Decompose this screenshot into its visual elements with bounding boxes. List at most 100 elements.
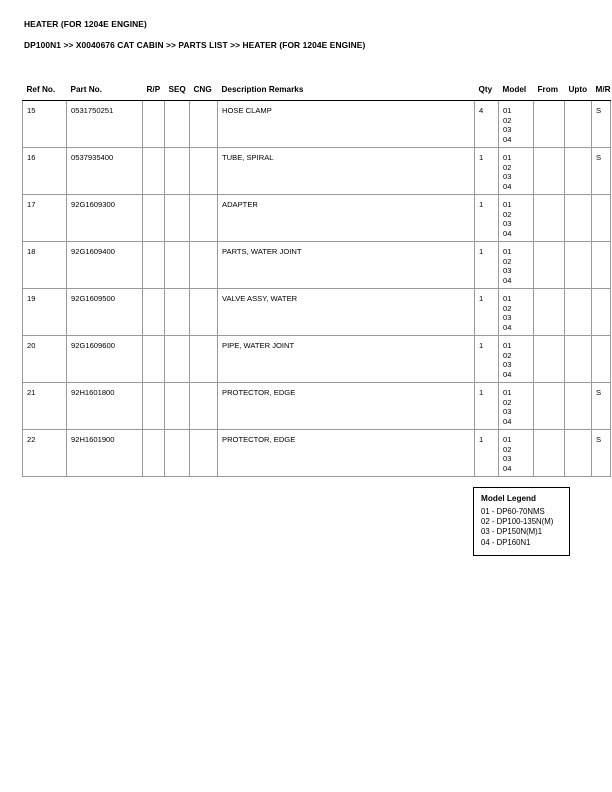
cell-seq xyxy=(164,241,190,289)
cell-ref-no: 21 xyxy=(22,382,67,430)
cell-part-no: 0537935400 xyxy=(66,147,143,195)
cell-seq xyxy=(164,335,190,383)
model-code: 01 xyxy=(503,341,512,350)
cell-ref-no: 19 xyxy=(22,288,67,336)
cell-cng xyxy=(189,194,218,242)
cell-qty: 1 xyxy=(474,241,499,289)
cell-from xyxy=(533,429,565,477)
cell-mr xyxy=(591,288,611,336)
cell-qty: 1 xyxy=(474,147,499,195)
model-code: 04 xyxy=(503,322,512,332)
cell-model: 01 02 03 04 xyxy=(498,194,534,242)
column-header-from: From xyxy=(533,85,565,101)
cell-cng xyxy=(189,241,218,289)
cell-model: 01 02 03 04 xyxy=(498,100,534,148)
model-legend-title: Model Legend xyxy=(481,494,537,503)
cell-seq xyxy=(164,288,190,336)
cell-description: PIPE, WATER JOINT xyxy=(217,335,475,383)
cell-model: 01 02 03 04 xyxy=(498,241,534,289)
cell-rp xyxy=(142,194,165,242)
column-header-mr: M/R xyxy=(591,85,611,101)
cell-part-no: 92G1609400 xyxy=(66,241,143,289)
page-title: HEATER (FOR 1204E ENGINE) xyxy=(24,19,147,29)
cell-rp xyxy=(142,100,165,148)
cell-from xyxy=(533,288,565,336)
cell-description: HOSE CLAMP xyxy=(217,100,475,148)
model-legend-entries: 01 - DP60-70NMS 02 - DP100-135N(M) 03 - DP… xyxy=(481,507,562,548)
cell-upto xyxy=(564,288,592,336)
model-code: 03 xyxy=(503,125,512,135)
cell-seq xyxy=(164,100,190,148)
model-code: 02 xyxy=(503,444,512,454)
breadcrumb: DP100N1 >> X0040676 CAT CABIN >> PARTS L… xyxy=(24,40,366,50)
cell-seq xyxy=(164,147,190,195)
cell-seq xyxy=(164,382,190,430)
table-header-row: Ref No. Part No. R/P SEQ CNG Description… xyxy=(22,85,611,101)
cell-upto xyxy=(564,147,592,195)
cell-mr xyxy=(591,241,611,289)
model-code: 02 xyxy=(503,162,512,172)
cell-mr xyxy=(591,335,611,383)
cell-description: VALVE ASSY, WATER xyxy=(217,288,475,336)
column-header-upto: Upto xyxy=(564,85,592,101)
table-row: 22 92H1601900 PROTECTOR, EDGE 1 01 02 03 04 S xyxy=(22,429,611,477)
cell-description: PROTECTOR, EDGE xyxy=(217,382,475,430)
model-code: 04 xyxy=(503,181,512,191)
cell-seq xyxy=(164,194,190,242)
model-legend-entry: 04 - DP160N1 xyxy=(481,537,531,547)
model-code: 01 xyxy=(503,247,512,256)
cell-part-no: 92H1601800 xyxy=(66,382,143,430)
model-code: 02 xyxy=(503,350,512,360)
cell-upto xyxy=(564,194,592,242)
cell-from xyxy=(533,100,565,148)
table-row: 18 92G1609400 PARTS, WATER JOINT 1 01 02 03 04 xyxy=(22,241,611,289)
model-code: 03 xyxy=(503,360,512,370)
cell-model: 01 02 03 04 xyxy=(498,382,534,430)
cell-cng xyxy=(189,147,218,195)
cell-qty: 1 xyxy=(474,194,499,242)
cell-part-no: 92G1609500 xyxy=(66,288,143,336)
model-code: 04 xyxy=(503,228,512,238)
model-code: 01 xyxy=(503,294,512,303)
model-code: 03 xyxy=(503,313,512,323)
cell-description: PARTS, WATER JOINT xyxy=(217,241,475,289)
model-code: 02 xyxy=(503,115,512,125)
cell-rp xyxy=(142,288,165,336)
cell-mr xyxy=(591,194,611,242)
cell-upto xyxy=(564,335,592,383)
cell-seq xyxy=(164,429,190,477)
model-code: 02 xyxy=(503,397,512,407)
cell-description: TUBE, SPIRAL xyxy=(217,147,475,195)
model-code: 03 xyxy=(503,219,512,229)
parts-table: Ref No. Part No. R/P SEQ CNG Description… xyxy=(22,85,611,477)
cell-model: 01 02 03 04 xyxy=(498,147,534,195)
model-legend-entry: 03 - DP150N(M)1 xyxy=(481,527,543,537)
cell-rp xyxy=(142,147,165,195)
cell-qty: 1 xyxy=(474,429,499,477)
model-legend-box: Model Legend 01 - DP60-70NMS 02 - DP100-1… xyxy=(473,487,570,556)
model-code: 03 xyxy=(503,407,512,417)
model-code: 01 xyxy=(503,200,512,209)
model-code: 04 xyxy=(503,369,512,379)
model-code: 04 xyxy=(503,275,512,285)
cell-upto xyxy=(564,382,592,430)
cell-ref-no: 20 xyxy=(22,335,67,383)
cell-ref-no: 17 xyxy=(22,194,67,242)
model-code: 03 xyxy=(503,266,512,276)
model-code: 02 xyxy=(503,303,512,313)
cell-from xyxy=(533,147,565,195)
cell-qty: 1 xyxy=(474,288,499,336)
cell-model: 01 02 03 04 xyxy=(498,429,534,477)
model-code: 03 xyxy=(503,172,512,182)
model-code: 04 xyxy=(503,134,512,144)
cell-description: PROTECTOR, EDGE xyxy=(217,429,475,477)
cell-mr: S xyxy=(591,147,611,195)
cell-model: 01 02 03 04 xyxy=(498,335,534,383)
cell-ref-no: 22 xyxy=(22,429,67,477)
cell-qty: 1 xyxy=(474,335,499,383)
table-row: 16 0537935400 TUBE, SPIRAL 1 01 02 03 04 S xyxy=(22,147,611,195)
cell-cng xyxy=(189,335,218,383)
cell-ref-no: 15 xyxy=(22,100,67,148)
column-header-description-remarks: Description Remarks xyxy=(217,85,475,101)
